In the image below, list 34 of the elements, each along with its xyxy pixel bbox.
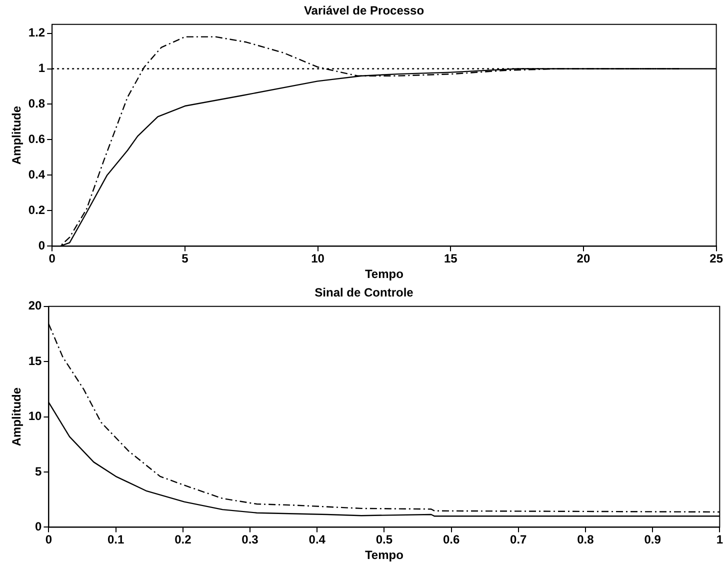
x-tick-label: 15	[444, 252, 458, 266]
x-tick-label: 0.8	[577, 532, 594, 547]
x-tick-label: 0.7	[510, 532, 528, 547]
chart-title: Variável de Processo	[304, 4, 424, 18]
y-axis-title: Amplitude	[10, 106, 24, 165]
y-tick-label: 0	[35, 520, 42, 534]
x-tick-label: 20	[576, 252, 590, 266]
x-tick-label: 25	[710, 252, 724, 266]
y-tick-label: 20	[28, 298, 42, 313]
x-axis-title: Tempo	[364, 267, 404, 282]
y-tick-label: 0	[38, 238, 46, 253]
y-tick-label: 0.8	[28, 96, 46, 111]
y-tick-label: 15	[28, 354, 42, 368]
chart-title: Sinal de Controle	[314, 286, 414, 300]
x-tick-label: 0.6	[442, 532, 460, 547]
x-tick-label: 0.2	[174, 532, 192, 547]
x-tick-label: 0.1	[107, 532, 125, 547]
x-axis-title: Tempo	[364, 548, 404, 562]
x-tick-label: 0.3	[242, 532, 259, 547]
x-tick-label: 0.5	[376, 532, 393, 547]
x-tick-label: 0.4	[308, 532, 326, 547]
y-tick-label: 0.6	[28, 132, 46, 146]
x-tick-label: 0	[48, 252, 56, 266]
x-tick-label: 10	[311, 252, 325, 266]
x-tick-label: 5	[182, 252, 189, 266]
x-tick-label: 0.9	[644, 532, 662, 547]
y-tick-label: 1.2	[28, 26, 46, 40]
y-tick-label: 10	[28, 409, 42, 424]
y-axis-title: Amplitude	[10, 387, 24, 446]
y-tick-label: 0.2	[28, 203, 46, 218]
y-tick-label: 1	[38, 61, 46, 76]
y-tick-label: 0.4	[28, 168, 46, 182]
x-tick-label: 1	[716, 532, 724, 547]
y-tick-label: 5	[35, 464, 42, 478]
